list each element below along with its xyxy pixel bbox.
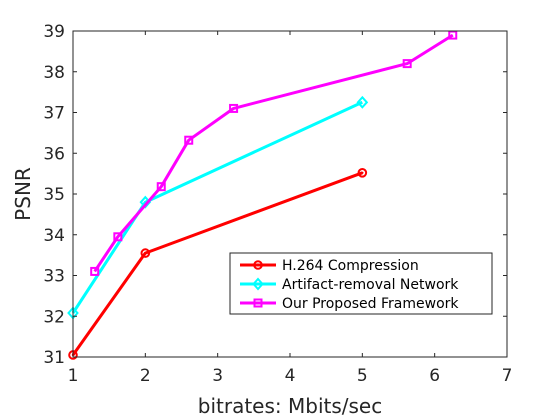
x-tick-label: 1 (68, 366, 79, 386)
data-point (90, 266, 100, 276)
legend-marker (252, 277, 264, 291)
y-tick-label: 38 (43, 63, 65, 83)
legend-entry: Our Proposed Framework (282, 296, 459, 312)
x-tick-label: 2 (140, 366, 151, 386)
data-point (113, 232, 123, 242)
data-point (156, 182, 166, 192)
x-tick-label: 4 (285, 366, 296, 386)
x-tick-label: 5 (357, 366, 368, 386)
series-1 (68, 168, 368, 360)
legend-marker (253, 298, 263, 308)
series-line (93, 33, 454, 273)
legend-entry: Artifact-removal Network (282, 277, 459, 293)
data-point (356, 95, 369, 109)
series-line (71, 100, 363, 314)
y-tick-label: 33 (43, 267, 65, 287)
y-tick-label: 37 (43, 104, 65, 124)
data-point (229, 103, 239, 113)
x-tick-label: 6 (429, 366, 440, 386)
y-tick-label: 31 (43, 348, 65, 368)
series-layer (67, 30, 458, 360)
data-point (140, 248, 151, 258)
data-point (448, 30, 458, 40)
data-point-center (144, 251, 147, 255)
legend-marker (253, 260, 263, 270)
legend-marker-center (256, 263, 260, 267)
y-tick-label: 35 (43, 185, 65, 205)
data-point (402, 59, 412, 69)
y-tick-label: 34 (43, 226, 65, 246)
y-tick-label: 36 (43, 144, 65, 164)
y-axis-label: PSNR (11, 167, 35, 221)
data-point (184, 135, 194, 145)
legend-entry: H.264 Compression (282, 258, 419, 274)
series-3 (90, 30, 458, 276)
x-axis-label: bitrates: Mbits/sec (198, 394, 382, 418)
legend: H.264 Compression Artifact-removal Networ… (229, 252, 493, 315)
x-tick-label: 3 (212, 366, 223, 386)
x-tick-label: 7 (502, 366, 513, 386)
y-tick-label: 39 (43, 22, 65, 42)
data-point (357, 168, 368, 178)
y-tick-label: 32 (43, 307, 65, 327)
data-point-center (361, 171, 364, 175)
